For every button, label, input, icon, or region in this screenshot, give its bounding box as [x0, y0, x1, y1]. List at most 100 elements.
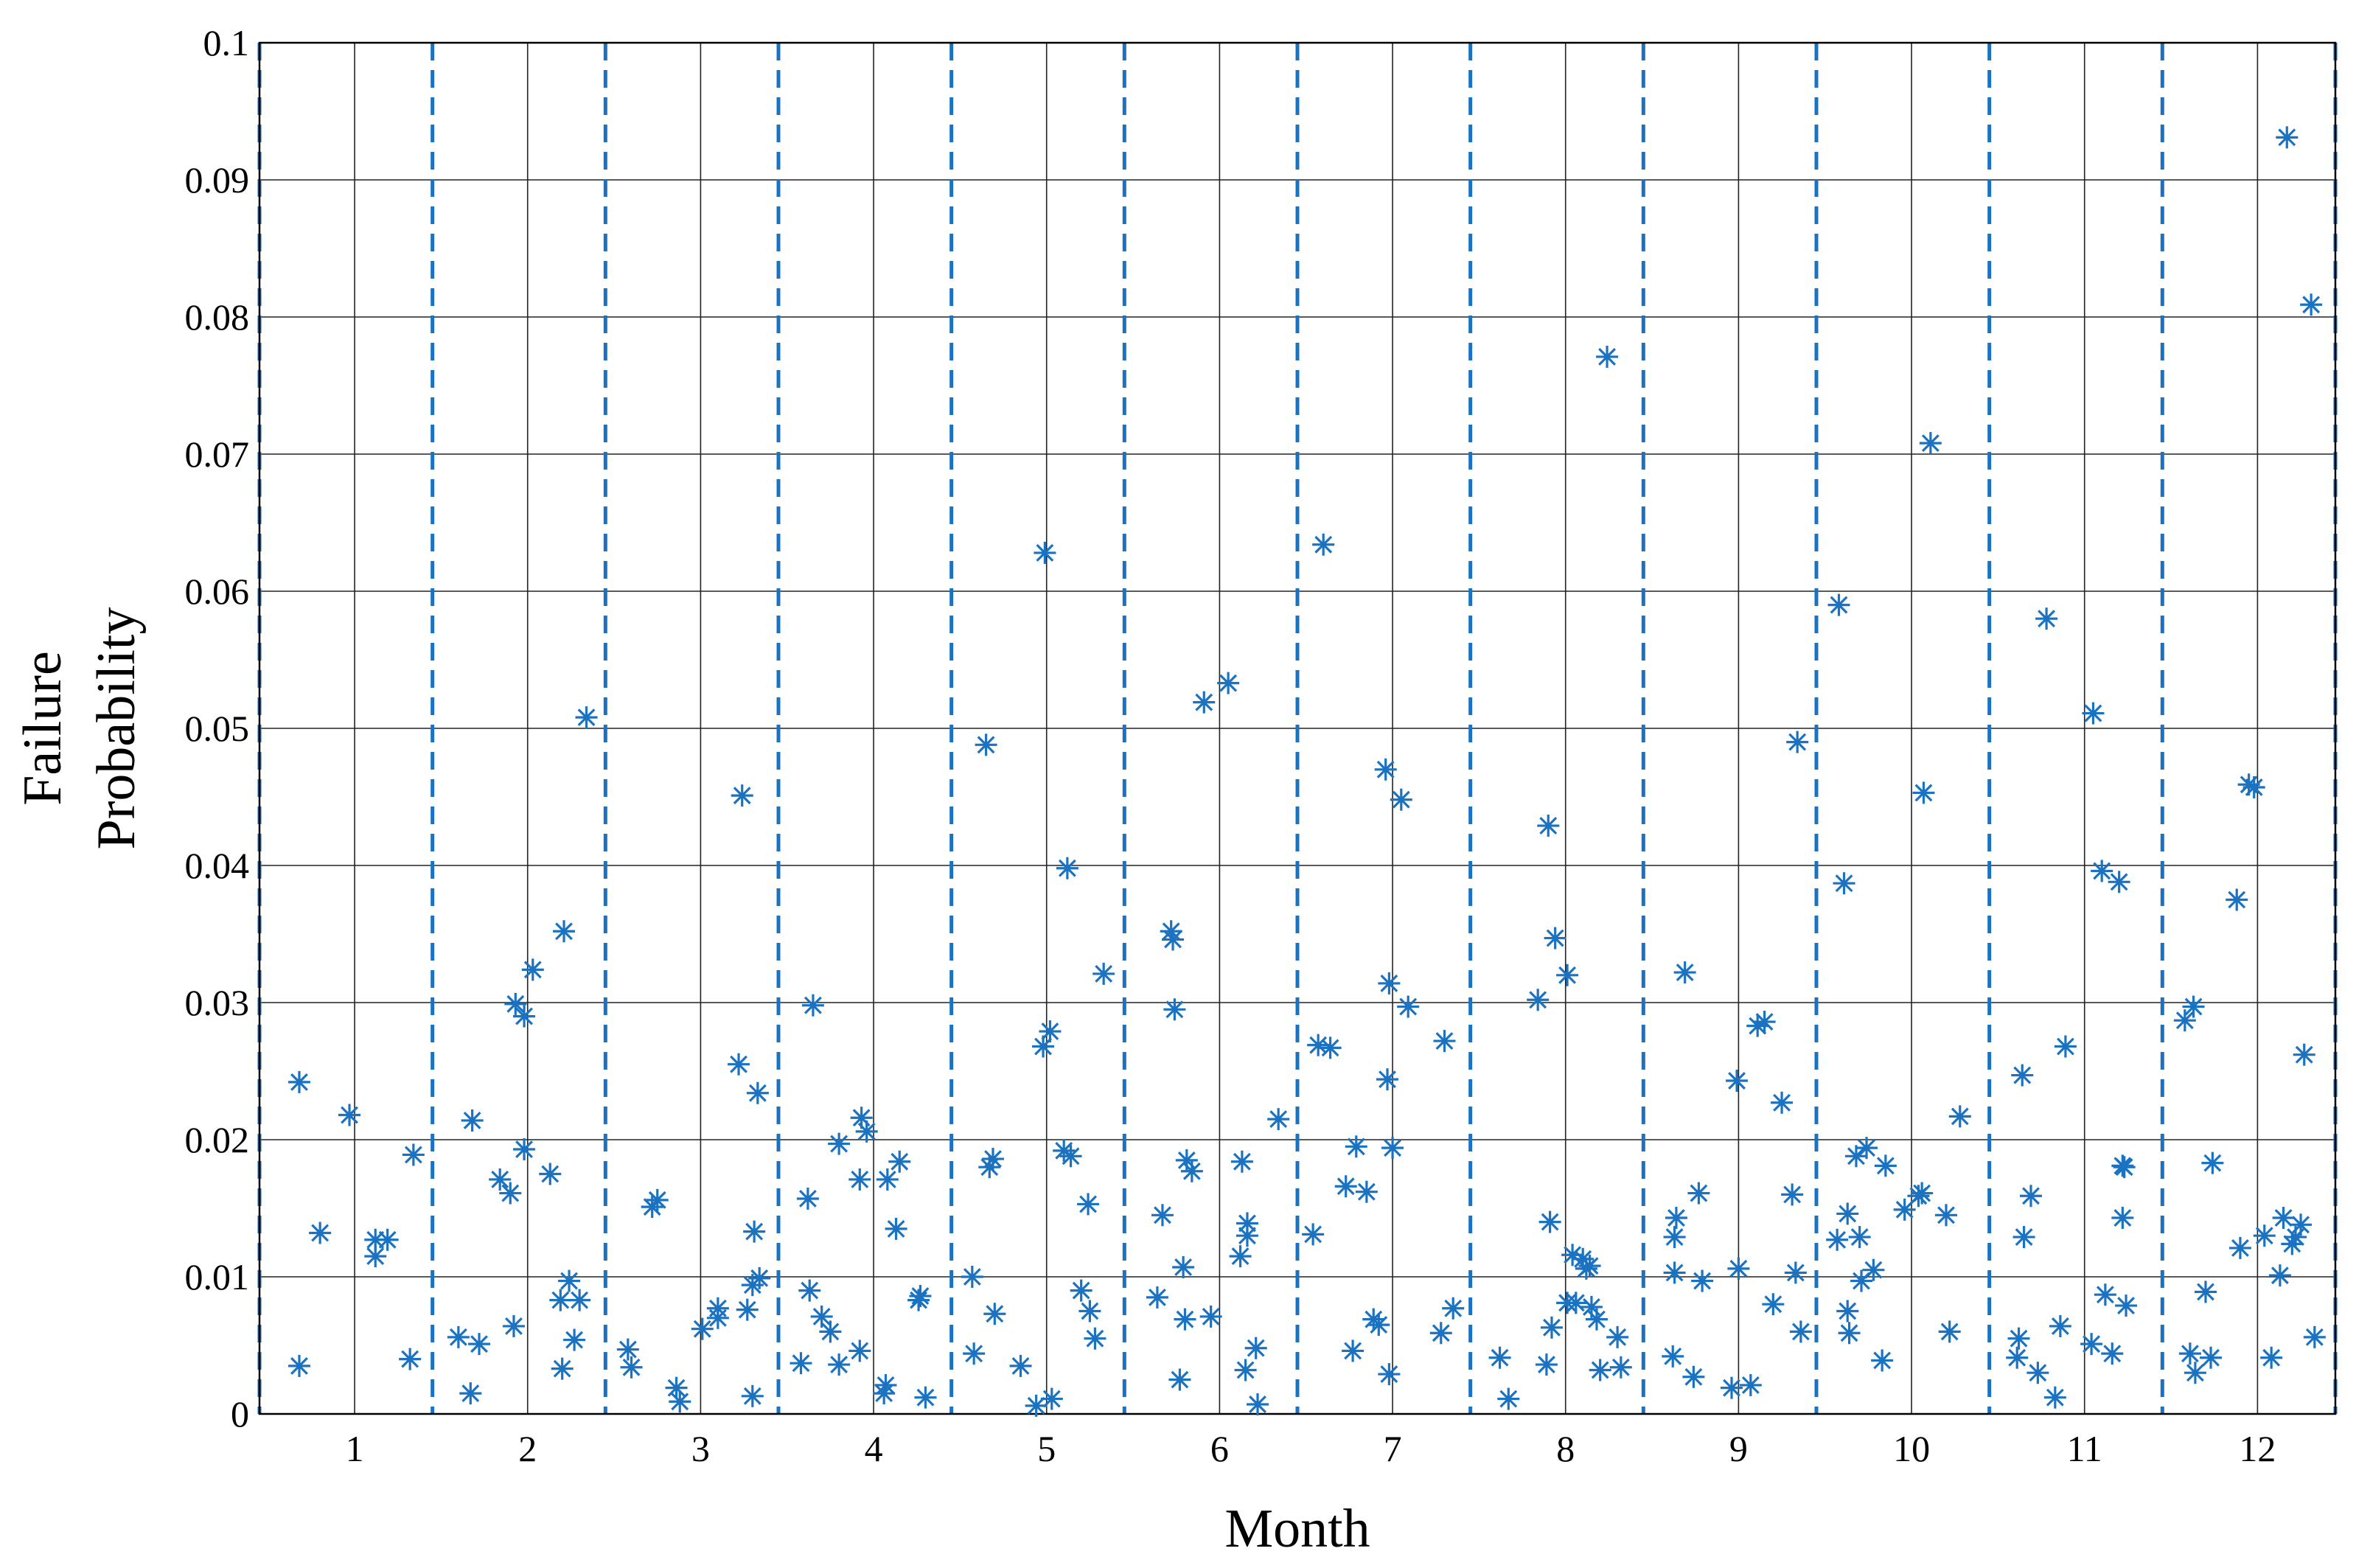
data-point [1168, 1368, 1191, 1391]
data-point [1564, 1292, 1587, 1314]
data-point [2253, 1224, 2276, 1247]
data-point [1784, 1261, 1807, 1284]
data-point [798, 1279, 821, 1302]
data-point [2115, 1295, 2138, 1317]
data-point [551, 1357, 574, 1380]
data-point [706, 1297, 729, 1320]
data-point [1378, 972, 1401, 994]
data-point [1230, 1150, 1253, 1173]
data-point [402, 1143, 425, 1166]
data-point [1826, 1228, 1849, 1251]
data-point [2276, 126, 2299, 149]
data-point [1367, 1314, 1390, 1337]
data-point [1488, 1346, 1511, 1369]
y-tick-label: 0.01 [185, 1256, 250, 1297]
data-point [338, 1104, 361, 1126]
data-point [731, 784, 753, 807]
data-point [2043, 1386, 2066, 1409]
data-point [1585, 1308, 1608, 1331]
data-point [914, 1386, 937, 1409]
data-point [2228, 1236, 2251, 1259]
data-point [287, 1070, 310, 1093]
data-point [819, 1320, 842, 1343]
y-tick-labels: 0 0.01 0.02 0.03 0.04 0.05 0.06 0.07 0.08 0.09 0.1 [185, 22, 250, 1435]
y-tick-label: 0.07 [185, 433, 250, 475]
x-axis-label: Month [1224, 1499, 1370, 1559]
data-point [1606, 1325, 1629, 1348]
x-tick-label: 7 [1384, 1428, 1402, 1469]
y-axis-label: Failure Probability [13, 607, 147, 850]
data-point [2035, 607, 2058, 630]
data-point [810, 1305, 833, 1328]
data-point [364, 1245, 387, 1268]
data-point [1544, 927, 1566, 949]
data-point [2290, 1213, 2313, 1236]
data-point [2182, 995, 2205, 1018]
data-point [2108, 871, 2130, 893]
data-point [1721, 1376, 1743, 1399]
data-point [983, 1303, 1006, 1325]
data-point [1848, 1226, 1871, 1249]
data-point [790, 1352, 812, 1375]
data-point [1673, 961, 1696, 984]
data-point [575, 706, 598, 729]
data-point [2091, 860, 2113, 882]
data-point [1162, 928, 1185, 951]
data-point [459, 1382, 482, 1405]
data-point [801, 994, 824, 1017]
data-point [1497, 1387, 1520, 1410]
data-point [1429, 1322, 1452, 1345]
data-point [1235, 1224, 1258, 1247]
data-point [2200, 1346, 2223, 1369]
data-point [1535, 1353, 1558, 1376]
data-point [1663, 1261, 1686, 1284]
data-point [1726, 1070, 1749, 1093]
y-axis-label-line-1: Failure [13, 651, 73, 806]
data-point [1556, 964, 1579, 986]
x-tick-label: 4 [865, 1428, 883, 1469]
x-tick-label: 3 [691, 1428, 710, 1469]
data-point [1665, 1207, 1687, 1230]
data-point [1537, 815, 1560, 837]
data-point [504, 992, 527, 1015]
data-points [287, 126, 2326, 1417]
data-point [2012, 1226, 2035, 1249]
data-point [1540, 1316, 1563, 1339]
data-point [1836, 1300, 1859, 1323]
data-point [907, 1289, 930, 1311]
data-point [1234, 1359, 1257, 1381]
data-point [2303, 1325, 2326, 1348]
data-point [1578, 1255, 1601, 1278]
x-tick-label: 5 [1037, 1428, 1056, 1469]
data-point [1948, 1105, 1971, 1128]
data-point [1527, 989, 1550, 1011]
data-point [2178, 1342, 2201, 1365]
data-point [1334, 1175, 1357, 1198]
data-point [1938, 1320, 1961, 1343]
plot-frame [258, 41, 2337, 1415]
data-point [1762, 1293, 1785, 1316]
data-point [2260, 1346, 2283, 1369]
data-point [1687, 1182, 1710, 1205]
data-point [309, 1222, 332, 1244]
data-point [848, 1168, 871, 1191]
data-point [2195, 1280, 2217, 1303]
data-point [1092, 962, 1115, 985]
data-point [743, 1220, 766, 1243]
data-point [1596, 345, 1619, 368]
x-tick-label: 9 [1729, 1428, 1748, 1469]
data-point [1682, 1365, 1705, 1388]
data-point [1833, 872, 1855, 895]
data-point [1151, 1204, 1174, 1227]
x-tick-label: 1 [346, 1428, 364, 1469]
data-point [1855, 1137, 1878, 1160]
data-point [748, 1266, 771, 1289]
data-point [1378, 1363, 1401, 1386]
data-point [1376, 1068, 1399, 1091]
data-point [2080, 1333, 2103, 1356]
data-point [1390, 788, 1412, 811]
data-point [1836, 1202, 1859, 1225]
data-point [669, 1390, 691, 1413]
data-point [287, 1354, 310, 1377]
